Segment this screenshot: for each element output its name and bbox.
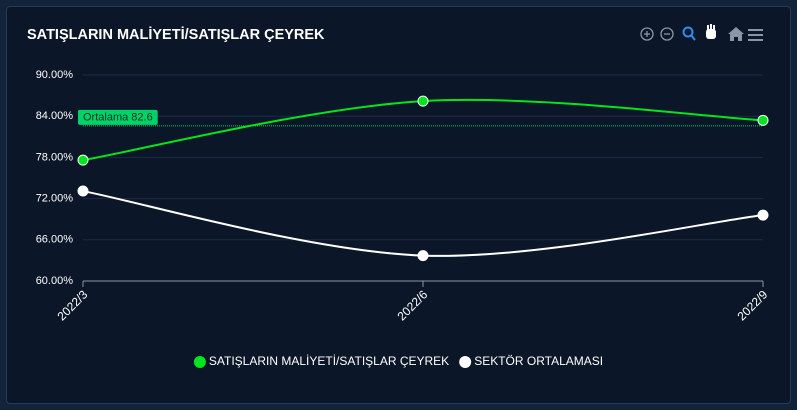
x-tick-label: 2022/6 xyxy=(395,287,431,323)
y-tick-label: 90.00% xyxy=(36,69,74,81)
x-tick-label: 2022/9 xyxy=(735,287,771,323)
zoom-select-button[interactable] xyxy=(682,26,696,41)
point xyxy=(417,95,429,107)
point xyxy=(757,114,769,126)
y-tick-label: 60.00% xyxy=(36,275,74,287)
average-label: Ortalama 82.6 xyxy=(78,109,158,125)
line xyxy=(82,190,764,257)
average-label-text: Ortalama 82.6 xyxy=(83,112,153,124)
legend-label: SATIŞLARIN MALİYETİ/SATIŞLAR ÇEYREK xyxy=(209,354,449,368)
legend-marker xyxy=(193,356,206,368)
average-label-bg xyxy=(78,109,158,125)
chart-card xyxy=(6,6,791,404)
legend: SATIŞLARIN MALİYETİ/SATIŞLAR ÇEYREK SEKTÖ… xyxy=(193,354,603,368)
legend-marker xyxy=(459,356,472,368)
point xyxy=(757,209,769,221)
point xyxy=(77,185,89,197)
pan-button[interactable] xyxy=(706,24,716,39)
y-tick-label: 66.00% xyxy=(36,234,74,246)
reset-button[interactable] xyxy=(728,27,744,41)
zoom-in-button[interactable] xyxy=(640,27,654,41)
legend-item[interactable]: SEKTÖR ORTALAMASI xyxy=(459,354,603,368)
y-tick-label: 78.00% xyxy=(36,151,74,163)
legend-label: SEKTÖR ORTALAMASI xyxy=(474,354,603,368)
menu-button[interactable] xyxy=(748,29,763,41)
point xyxy=(77,154,89,166)
y-tick-label: 72.00% xyxy=(36,193,74,205)
legend-item[interactable]: SATIŞLARIN MALİYETİ/SATIŞLAR ÇEYREK xyxy=(193,354,449,368)
chart-title: SATIŞLARIN MALİYETİ/SATIŞLAR ÇEYREK xyxy=(27,26,325,43)
y-tick-label: 84.00% xyxy=(36,110,74,122)
toolbar xyxy=(640,24,763,41)
line xyxy=(82,98,764,162)
point xyxy=(417,250,429,262)
x-tick-label: 2022/3 xyxy=(55,287,91,323)
zoom-out-button[interactable] xyxy=(660,27,674,41)
